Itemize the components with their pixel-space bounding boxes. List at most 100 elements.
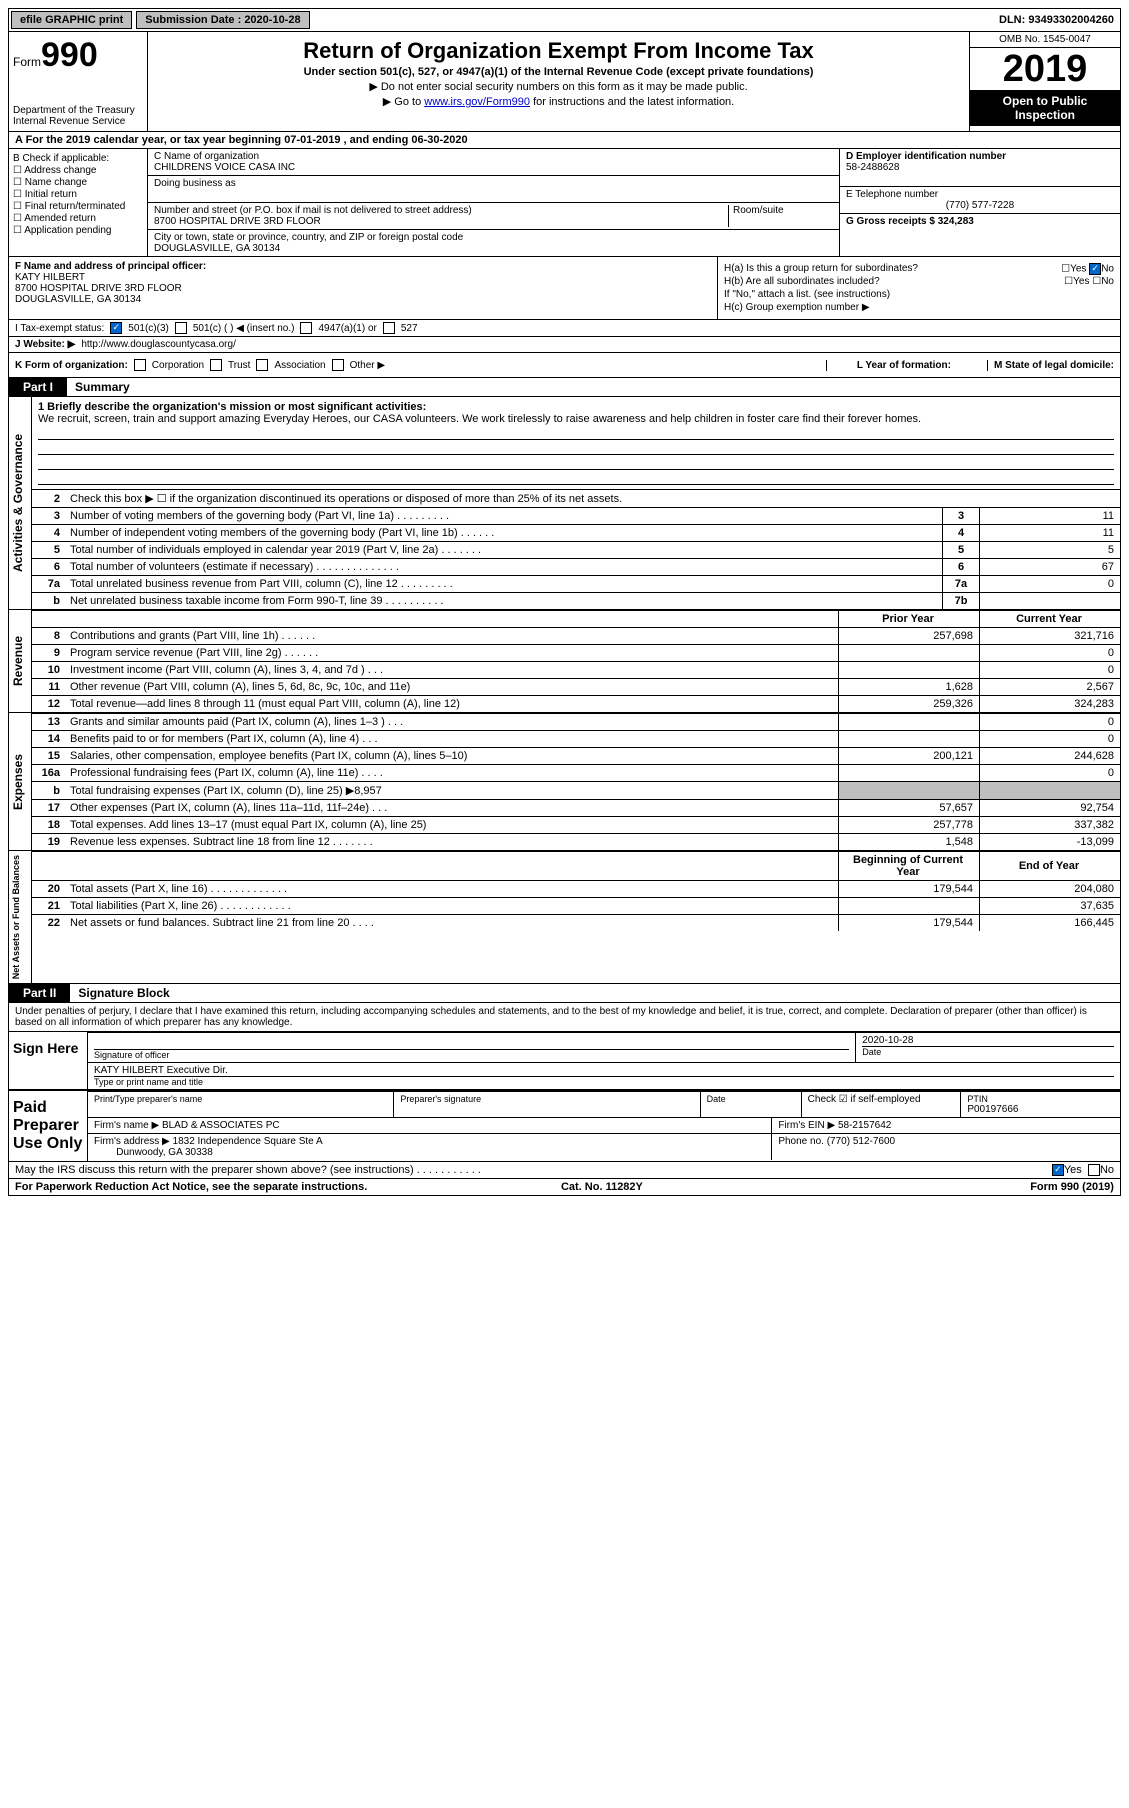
omb-number: OMB No. 1545-0047 [970, 32, 1120, 48]
f-label: F Name and address of principal officer: [15, 261, 711, 272]
gross-label: G Gross receipts $ 324,283 [846, 216, 1114, 227]
chk-501c3[interactable] [110, 322, 122, 334]
header-left: Form990 Department of the Treasury Inter… [9, 32, 148, 131]
col-c: C Name of organization CHILDRENS VOICE C… [148, 149, 840, 256]
chk-other[interactable] [332, 359, 344, 371]
part1-label: Part I [9, 378, 67, 396]
top-bar: efile GRAPHIC print Submission Date : 20… [8, 8, 1121, 32]
instr-1: ▶ Do not enter social security numbers o… [152, 80, 965, 93]
col-d: D Employer identification number 58-2488… [840, 149, 1120, 256]
mission-q: 1 Briefly describe the organization's mi… [38, 401, 1114, 413]
form-number: Form990 [13, 36, 143, 75]
chk-527[interactable] [383, 322, 395, 334]
form-title: Return of Organization Exempt From Incom… [152, 38, 965, 64]
f-name: KATY HILBERT [15, 272, 711, 283]
footer-left: For Paperwork Reduction Act Notice, see … [15, 1181, 367, 1193]
efile-button[interactable]: efile GRAPHIC print [11, 11, 132, 29]
signature-block: Under penalties of perjury, I declare th… [8, 1003, 1121, 1162]
form-prefix: Form [13, 55, 41, 69]
rev-section: Revenue Prior YearCurrent Year 8Contribu… [8, 610, 1121, 713]
row-a-tax-year: A For the 2019 calendar year, or tax yea… [8, 132, 1121, 149]
chk-trust[interactable] [210, 359, 222, 371]
phone-value: (770) 577-7228 [846, 200, 1114, 211]
part2-header: Part II Signature Block [8, 984, 1121, 1003]
ha-line: H(a) Is this a group return for subordin… [724, 263, 1114, 274]
l2-text: Check this box ▶ ☐ if the organization d… [66, 490, 1120, 508]
chk-4947[interactable] [300, 322, 312, 334]
phone-label: E Telephone number [846, 189, 1114, 200]
city-label: City or town, state or province, country… [154, 232, 833, 243]
header-right: OMB No. 1545-0047 2019 Open to Public In… [969, 32, 1120, 131]
hb-note: If "No," attach a list. (see instruction… [724, 289, 1114, 300]
instr2-pre: ▶ Go to [383, 96, 424, 108]
ha-no-check[interactable] [1089, 263, 1101, 275]
instr2-post: for instructions and the latest informat… [530, 96, 734, 108]
submission-date-button[interactable]: Submission Date : 2020-10-28 [136, 11, 309, 29]
chk-name-change[interactable]: ☐ Name change [13, 177, 143, 188]
col-h: H(a) Is this a group return for subordin… [718, 257, 1120, 319]
discuss-q: May the IRS discuss this return with the… [15, 1164, 481, 1176]
irs-link[interactable]: www.irs.gov/Form990 [424, 96, 530, 108]
discuss-row: May the IRS discuss this return with the… [8, 1162, 1121, 1179]
info-grid: B Check if applicable: ☐ Address change … [8, 149, 1121, 257]
k-label: K Form of organization: [15, 360, 128, 371]
form-header: Form990 Department of the Treasury Inter… [8, 32, 1121, 132]
exp-section: Expenses 13Grants and similar amounts pa… [8, 713, 1121, 851]
f-addr1: 8700 HOSPITAL DRIVE 3RD FLOOR [15, 283, 711, 294]
city-value: DOUGLASVILLE, GA 30134 [154, 243, 833, 254]
footer-mid: Cat. No. 11282Y [561, 1181, 643, 1193]
col-b-title: B Check if applicable: [13, 153, 143, 164]
chk-amended[interactable]: ☐ Amended return [13, 213, 143, 224]
header-mid: Return of Organization Exempt From Incom… [148, 32, 969, 131]
side-exp: Expenses [9, 713, 32, 850]
part2-label: Part II [9, 984, 70, 1002]
addr-cell: Number and street (or P.O. box if mail i… [148, 203, 839, 230]
gov-section: Activities & Governance 1 Briefly descri… [8, 397, 1121, 610]
part1-title: Summary [67, 378, 138, 396]
org-name: CHILDRENS VOICE CASA INC [154, 162, 833, 173]
footer-right: Form 990 (2019) [1030, 1181, 1114, 1193]
sig-name-title-label: Type or print name and title [94, 1076, 1114, 1087]
f-addr2: DOUGLASVILLE, GA 30134 [15, 294, 711, 305]
part2-title: Signature Block [70, 984, 177, 1002]
i-label: I Tax-exempt status: [15, 323, 104, 334]
dept-text: Department of the Treasury Internal Reve… [13, 105, 143, 127]
row-klm: K Form of organization: Corporation Trus… [8, 353, 1121, 378]
side-rev: Revenue [9, 610, 32, 712]
j-label: J Website: ▶ [15, 339, 75, 350]
sign-here-label: Sign Here [9, 1032, 88, 1089]
chk-app-pending[interactable]: ☐ Application pending [13, 225, 143, 236]
city-cell: City or town, state or province, country… [148, 230, 839, 256]
hc-line: H(c) Group exemption number ▶ [724, 302, 1114, 313]
ein-value: 58-2488628 [846, 162, 1114, 173]
ein-label: D Employer identification number [846, 151, 1114, 162]
sig-date-label: Date [862, 1046, 1114, 1057]
gross-cell: G Gross receipts $ 324,283 [840, 214, 1120, 229]
chk-address-change[interactable]: ☐ Address change [13, 165, 143, 176]
sig-officer-label: Signature of officer [94, 1049, 849, 1060]
chk-corp[interactable] [134, 359, 146, 371]
chk-assoc[interactable] [256, 359, 268, 371]
dln-text: DLN: 93493302004260 [999, 14, 1118, 26]
chk-501c[interactable] [175, 322, 187, 334]
sig-name-title: KATY HILBERT Executive Dir. [94, 1065, 1114, 1076]
discuss-yes-check[interactable] [1052, 1164, 1064, 1176]
discuss-no-check[interactable] [1088, 1164, 1100, 1176]
form-subtitle: Under section 501(c), 527, or 4947(a)(1)… [152, 66, 965, 78]
m-label: M State of legal domicile: [987, 360, 1114, 371]
addr-value: 8700 HOSPITAL DRIVE 3RD FLOOR [154, 216, 728, 227]
side-gov: Activities & Governance [9, 397, 32, 609]
mission-block: 1 Briefly describe the organization's mi… [32, 397, 1120, 489]
paid-preparer-label: Paid Preparer Use Only [9, 1091, 88, 1161]
j-url: http://www.douglascountycasa.org/ [81, 339, 236, 350]
chk-final-return[interactable]: ☐ Final return/terminated [13, 201, 143, 212]
ein-cell: D Employer identification number 58-2488… [840, 149, 1120, 187]
side-na: Net Assets or Fund Balances [9, 851, 32, 983]
form-990-number: 990 [41, 36, 98, 74]
exp-lines: 13Grants and similar amounts paid (Part … [32, 713, 1120, 850]
hb-line: H(b) Are all subordinates included? ☐Yes… [724, 276, 1114, 287]
org-name-label: C Name of organization [154, 151, 833, 162]
part1-header: Part I Summary [8, 378, 1121, 397]
col-f: F Name and address of principal officer:… [9, 257, 718, 319]
chk-initial-return[interactable]: ☐ Initial return [13, 189, 143, 200]
